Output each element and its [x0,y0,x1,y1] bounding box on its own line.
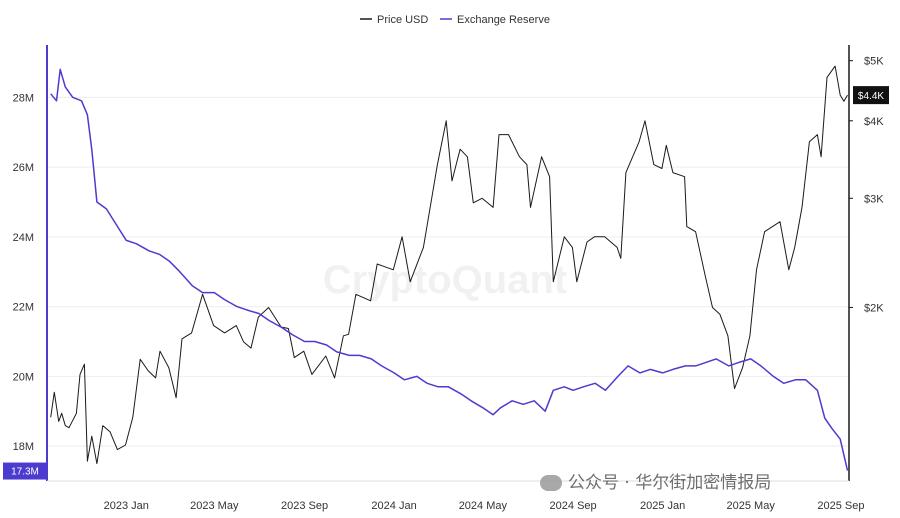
x-tick-label: 2023 May [190,500,239,512]
x-tick-label: 2025 May [727,500,776,512]
y-left-tick-label: 28M [13,92,34,104]
y-left-tick-label: 18M [13,441,34,453]
footer-watermark: 公众号 · 华尔街加密情报局 [540,468,771,493]
y-left-tick-label: 24M [13,232,34,244]
legend-label: Price USD [377,14,428,26]
y-right-tick-label: $4K [864,116,884,128]
wechat-icon [540,475,562,491]
price-current-badge [853,86,889,105]
footer-prefix: 公众号 · [568,473,636,493]
reserve-current-badge [3,462,47,480]
watermark: CryptoQuant [323,258,567,302]
y-left-tick-label: 20M [13,371,34,383]
price-current-label: $4.4K [858,91,884,102]
y-right-tick-label: $3K [864,193,884,205]
axes: 18M 20M 22M 24M 26M 28M $2K $3K $4K $5K 2023 Jan 20… [3,45,889,512]
x-tick-label: 2025 Sep [817,500,864,512]
y-left-tick-label: 26M [13,162,34,174]
y-right-tick-label: $2K [864,302,884,314]
legend-label: Exchange Reserve [457,14,550,26]
legend: Price USD Exchange Reserve [360,14,550,26]
reserve-current-label: 17.3M [11,467,39,478]
x-tick-label: 2024 May [459,500,508,512]
plot-area [50,65,849,471]
series-line-price-usd [50,65,848,465]
x-tick-label: 2024 Jan [371,500,416,512]
x-tick-label: 2023 Sep [281,500,328,512]
y-right-tick-label: $5K [864,56,884,68]
grid-lines [47,96,849,447]
y-left-tick-label: 22M [13,302,34,314]
x-tick-label: 2023 Jan [104,500,149,512]
footer-name: 华尔街加密情报局 [635,473,772,493]
x-tick-label: 2025 Jan [640,500,685,512]
x-tick-label: 2024 Sep [550,500,597,512]
series-line-exchange-reserve [50,68,849,471]
